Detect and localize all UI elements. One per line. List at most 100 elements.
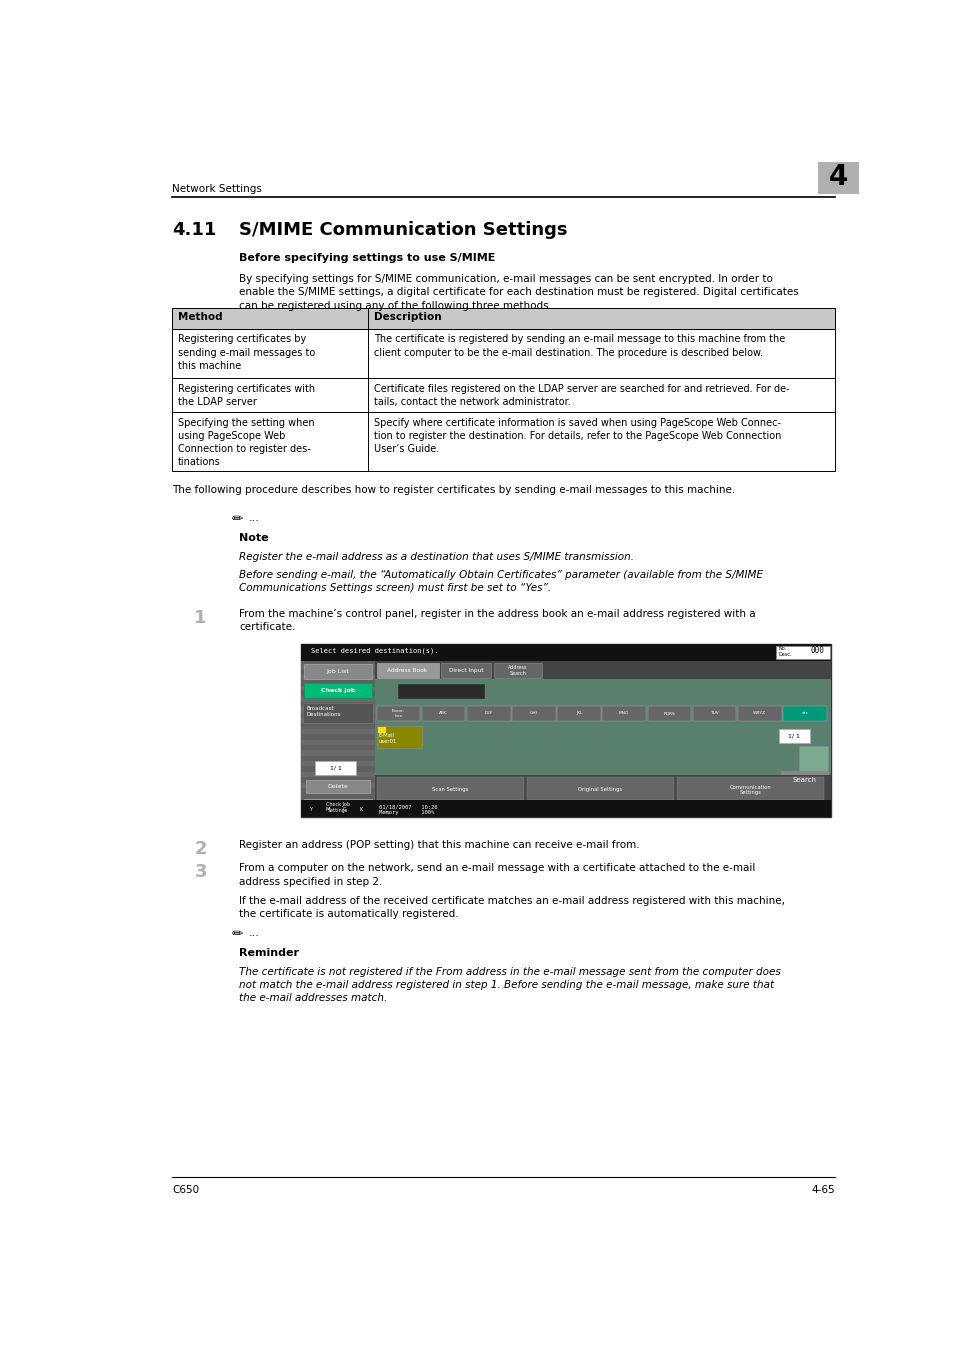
Text: Certificate files registered on the LDAP server are searched for and retrieved. : Certificate files registered on the LDAP…: [374, 383, 789, 406]
Bar: [304, 683, 372, 698]
Bar: [692, 706, 736, 721]
Bar: [315, 761, 355, 775]
Text: 3: 3: [194, 864, 207, 882]
Text: Original Settings: Original Settings: [578, 787, 621, 792]
Text: MNO: MNO: [618, 711, 629, 716]
Text: 1/ 1: 1/ 1: [787, 734, 800, 738]
Text: Check Job: Check Job: [321, 687, 355, 693]
Text: 4.11: 4.11: [172, 220, 216, 239]
Bar: [303, 703, 373, 724]
Text: S/MIME Communication Settings: S/MIME Communication Settings: [239, 220, 567, 239]
Text: 4: 4: [828, 163, 847, 192]
Text: The certificate is not registered if the From address in the e-mail message sent: The certificate is not registered if the…: [239, 967, 781, 1003]
Text: ABC: ABC: [438, 711, 448, 716]
Bar: [375, 662, 831, 679]
Text: Check Job
Settings: Check Job Settings: [326, 802, 350, 813]
Bar: [375, 662, 831, 817]
Text: etc: etc: [801, 711, 807, 716]
Bar: [301, 675, 375, 680]
Text: Address
Search: Address Search: [507, 664, 527, 675]
Bar: [512, 706, 556, 721]
Bar: [303, 805, 317, 815]
Bar: [301, 707, 375, 713]
Bar: [557, 706, 600, 721]
Bar: [172, 329, 835, 378]
Text: Before sending e-mail, the “Automatically Obtain Certificates” parameter (availa: Before sending e-mail, the “Automaticall…: [239, 570, 762, 593]
Text: From the machine’s control panel, register in the address book an e-mail address: From the machine’s control panel, regist…: [239, 609, 755, 632]
Bar: [738, 706, 781, 721]
Text: Register the e-mail address as a destination that uses S/MIME transmission.: Register the e-mail address as a destina…: [239, 552, 634, 562]
Bar: [301, 644, 831, 817]
Bar: [301, 729, 375, 734]
Bar: [782, 706, 826, 721]
Bar: [301, 801, 831, 817]
Bar: [301, 751, 375, 756]
Text: 000: 000: [810, 645, 823, 655]
Text: ✏: ✏: [232, 926, 243, 941]
Text: Job List: Job List: [327, 668, 349, 674]
Text: Network Settings: Network Settings: [172, 184, 261, 193]
Bar: [376, 663, 438, 678]
Text: Description: Description: [374, 312, 441, 323]
Bar: [676, 778, 822, 799]
Bar: [397, 684, 483, 698]
Bar: [647, 706, 691, 721]
Bar: [301, 772, 375, 778]
Bar: [526, 778, 673, 799]
Text: Broadcast
Destinations: Broadcast Destinations: [306, 706, 340, 717]
Text: C: C: [342, 807, 346, 813]
Text: GHI: GHI: [530, 711, 537, 716]
Text: 1/ 1: 1/ 1: [329, 765, 341, 771]
Bar: [421, 706, 465, 721]
Bar: [466, 706, 510, 721]
Bar: [376, 726, 421, 748]
Bar: [301, 686, 375, 691]
Bar: [301, 783, 375, 788]
Bar: [440, 663, 491, 678]
Bar: [336, 805, 352, 815]
Text: Scan Settings: Scan Settings: [432, 787, 468, 792]
Bar: [306, 779, 370, 794]
Bar: [377, 728, 385, 733]
Bar: [775, 645, 829, 659]
Text: Reminder: Reminder: [239, 948, 299, 958]
Text: Register an address (POP setting) that this machine can receive e-mail from.: Register an address (POP setting) that t…: [239, 840, 639, 850]
Text: Registering certificates by
sending e-mail messages to
this machine: Registering certificates by sending e-ma…: [178, 335, 315, 371]
Bar: [376, 706, 419, 721]
Text: K: K: [359, 807, 363, 813]
Text: ...: ...: [249, 513, 259, 522]
Text: If the e-mail address of the received certificate matches an e-mail address regi: If the e-mail address of the received ce…: [239, 896, 784, 919]
Text: Method: Method: [178, 312, 223, 323]
Bar: [301, 662, 375, 817]
Text: By specifying settings for S/MIME communication, e-mail messages can be sent enc: By specifying settings for S/MIME commun…: [239, 274, 799, 310]
Bar: [304, 799, 372, 815]
Bar: [304, 664, 372, 679]
Bar: [493, 663, 541, 678]
Bar: [798, 747, 827, 801]
Text: The certificate is registered by sending an e-mail message to this machine from : The certificate is registered by sending…: [374, 335, 784, 358]
Text: Specifying the setting when
using PageScope Web
Connection to register des-
tina: Specifying the setting when using PageSc…: [178, 417, 314, 467]
Bar: [778, 729, 809, 744]
Text: WXYZ: WXYZ: [753, 711, 765, 716]
Text: Select desired destination(s).: Select desired destination(s).: [311, 647, 437, 653]
Text: Before specifying settings to use S/MIME: Before specifying settings to use S/MIME: [239, 252, 496, 263]
Text: Specify where certificate information is saved when using PageScope Web Connec-
: Specify where certificate information is…: [374, 417, 781, 454]
Bar: [301, 740, 375, 745]
Bar: [376, 778, 523, 799]
Text: No.
Desc.: No. Desc.: [778, 647, 791, 657]
Bar: [781, 771, 827, 788]
Text: Address Book: Address Book: [387, 668, 427, 672]
Text: 1: 1: [194, 609, 207, 626]
Bar: [319, 805, 335, 815]
Bar: [172, 378, 835, 412]
Text: 4-65: 4-65: [811, 1184, 835, 1195]
Bar: [375, 775, 831, 802]
Text: ...: ...: [249, 929, 259, 938]
Text: PQRS: PQRS: [663, 711, 675, 716]
Text: Delete: Delete: [328, 784, 348, 788]
Text: 01/18/2007   10:26
Memory       100%: 01/18/2007 10:26 Memory 100%: [378, 805, 436, 815]
Bar: [602, 706, 645, 721]
Text: The following procedure describes how to register certificates by sending e-mail: The following procedure describes how to…: [172, 485, 735, 494]
Bar: [301, 697, 375, 702]
Text: 2: 2: [194, 840, 207, 859]
